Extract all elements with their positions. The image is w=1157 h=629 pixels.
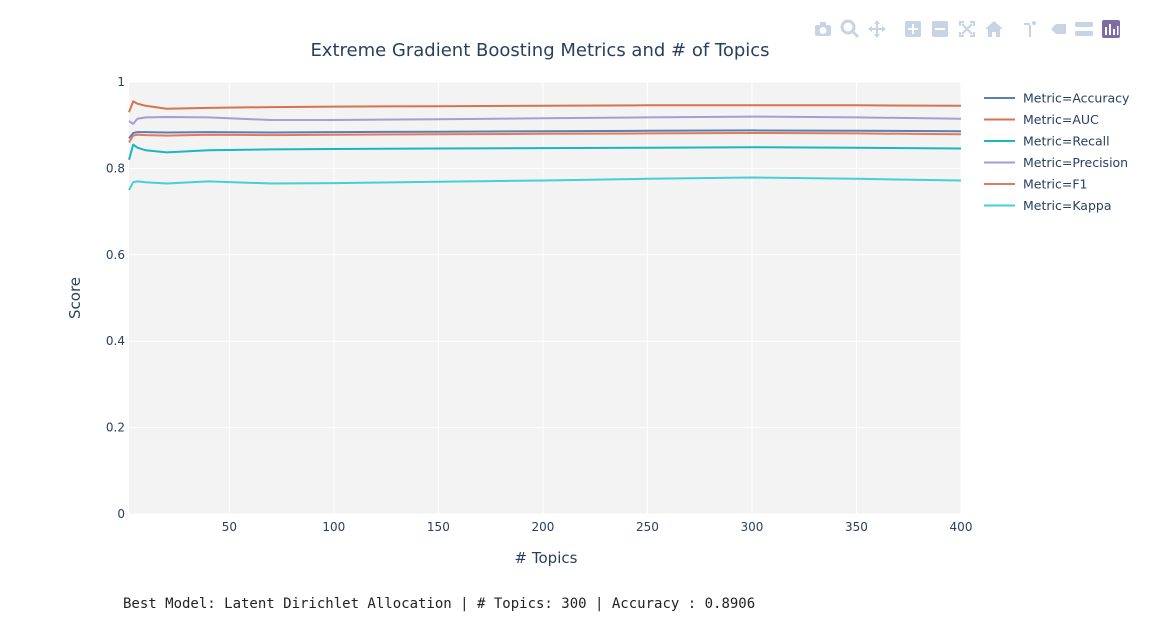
legend-label: Metric=Accuracy — [1023, 91, 1130, 106]
x-axis-ticks: 50 100 150 200 250 300 350 400 — [222, 520, 973, 534]
autoscale-icon[interactable] — [956, 18, 978, 40]
legend-label: Metric=AUC — [1023, 112, 1099, 127]
legend-label: Metric=Recall — [1023, 134, 1110, 149]
x-tick-label: 250 — [636, 520, 659, 534]
x-tick-label: 400 — [950, 520, 973, 534]
pan-icon[interactable] — [866, 18, 888, 40]
hover-compare-icon[interactable] — [1073, 18, 1095, 40]
plot-area[interactable] — [129, 82, 961, 514]
zoom-out-icon[interactable] — [929, 18, 951, 40]
chart: Extreme Gradient Boosting Metrics and # … — [66, 40, 1130, 567]
y-tick-label: 0 — [117, 507, 125, 521]
home-icon[interactable] — [983, 18, 1005, 40]
legend-label: Metric=Kappa — [1023, 198, 1112, 213]
zoom-in-icon[interactable] — [902, 18, 924, 40]
legend-item[interactable]: Metric=Kappa — [984, 198, 1112, 213]
y-tick-label: 0.2 — [106, 421, 125, 435]
x-tick-label: 350 — [845, 520, 868, 534]
y-tick-label: 0.6 — [106, 248, 125, 262]
legend-item[interactable]: Metric=Accuracy — [984, 91, 1130, 106]
x-tick-label: 150 — [427, 520, 450, 534]
series-line-precision[interactable] — [128, 115, 962, 125]
legend-item[interactable]: Metric=Precision — [984, 155, 1128, 170]
y-axis-ticks: 0 0.2 0.4 0.6 0.8 1 — [106, 75, 125, 521]
gridlines — [129, 81, 962, 515]
camera-icon[interactable] — [812, 18, 834, 40]
modebar — [812, 17, 1127, 41]
series-line-kappa[interactable] — [128, 176, 962, 191]
series-line-f1[interactable] — [128, 132, 962, 144]
series-line-auc[interactable] — [128, 100, 962, 113]
legend-label: Metric=Precision — [1023, 155, 1128, 170]
legend-label: Metric=F1 — [1023, 177, 1087, 192]
hover-closest-icon[interactable] — [1046, 18, 1068, 40]
legend-item[interactable]: Metric=F1 — [984, 177, 1087, 192]
x-axis-title: # Topics — [515, 549, 578, 567]
series-line-recall[interactable] — [128, 143, 962, 161]
y-tick-label: 0.8 — [106, 161, 125, 175]
legend: Metric=Accuracy Metric=AUC Metric=Recall Me… — [984, 91, 1130, 213]
plotly-logo-icon[interactable] — [1100, 18, 1122, 40]
x-tick-label: 200 — [531, 520, 554, 534]
x-tick-label: 100 — [322, 520, 345, 534]
best-model-caption: Best Model: Latent Dirichlet Allocation … — [123, 596, 756, 612]
series-line-accuracy[interactable] — [128, 129, 962, 139]
series-lines — [128, 100, 962, 191]
x-tick-label: 50 — [222, 520, 237, 534]
y-tick-label: 0.4 — [106, 334, 125, 348]
zoom-icon[interactable] — [839, 18, 861, 40]
legend-item[interactable]: Metric=AUC — [984, 112, 1099, 127]
legend-item[interactable]: Metric=Recall — [984, 134, 1110, 149]
y-axis-title: Score — [66, 277, 84, 319]
y-tick-label: 1 — [117, 75, 125, 89]
x-tick-label: 300 — [741, 520, 764, 534]
chart-title: Extreme Gradient Boosting Metrics and # … — [310, 40, 769, 61]
spike-icon[interactable] — [1019, 18, 1041, 40]
